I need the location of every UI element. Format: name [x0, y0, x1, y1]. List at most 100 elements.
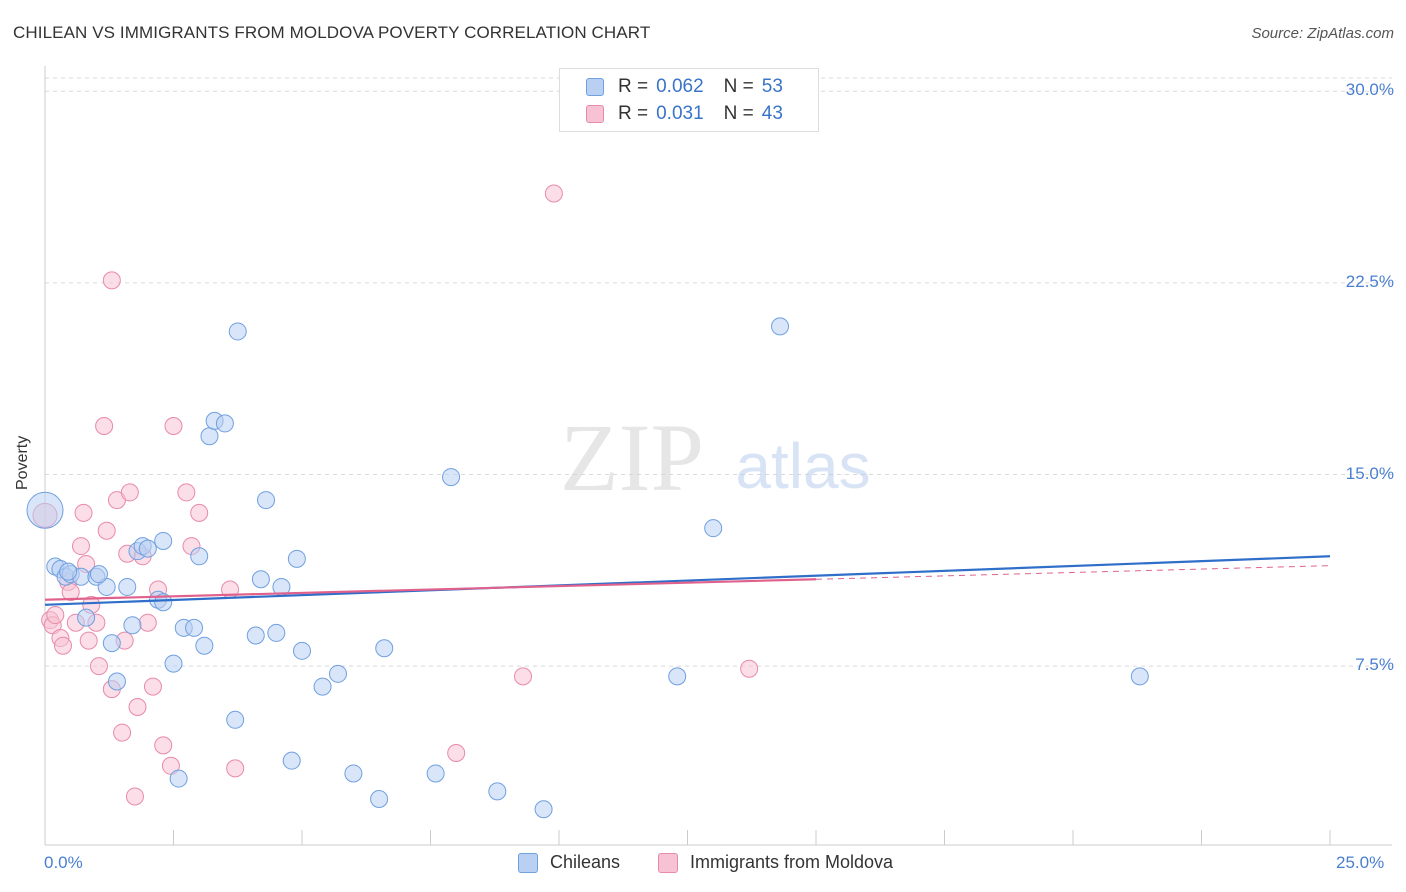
chileans-point — [77, 608, 96, 627]
bottom-legend-label-chileans: Chileans — [550, 852, 621, 872]
chileans-point — [102, 634, 121, 653]
moldova-point — [113, 723, 132, 742]
moldova-point — [514, 667, 533, 686]
chileans-point — [107, 672, 126, 691]
legend-row-moldova: R = 0.031 N = 43 — [586, 102, 783, 126]
moldova-point — [79, 631, 98, 650]
chileans-point — [1130, 667, 1149, 686]
moldova-point — [154, 736, 173, 755]
chileans-point — [313, 677, 332, 696]
legend-n-label: N = — [723, 103, 754, 124]
chileans-point — [200, 427, 219, 446]
y-tick-label: 15.0% — [1345, 463, 1394, 483]
moldova-point — [53, 636, 72, 655]
legend-n-value-chileans: 53 — [761, 76, 783, 97]
chileans-point — [488, 782, 507, 801]
stats-legend: R = 0.062 N = 53 R = 0.031 N = 43 — [559, 68, 819, 132]
chileans-point — [282, 751, 301, 770]
moldova-point — [71, 537, 90, 556]
moldova-point — [740, 659, 759, 678]
chileans-point — [89, 565, 108, 584]
chileans-point — [190, 547, 209, 566]
moldova-point — [46, 606, 65, 625]
legend-r-label: R = — [618, 76, 649, 97]
watermark-zip: ZIP — [560, 404, 704, 511]
moldova-point — [138, 613, 157, 632]
chileans-point — [293, 641, 311, 660]
chileans-point — [328, 664, 347, 683]
moldova-point — [177, 483, 196, 502]
chileans-point — [164, 654, 183, 673]
moldova-point — [447, 744, 466, 763]
bottom-legend-moldova: Immigrants from Moldova — [658, 852, 893, 873]
moldova-point — [97, 521, 116, 540]
bottom-legend-swatch-blue — [518, 852, 538, 873]
chileans-point — [154, 593, 173, 612]
moldova-point — [226, 759, 245, 778]
chileans-point — [771, 317, 790, 336]
chileans-point — [287, 549, 306, 568]
chileans-point — [344, 764, 363, 783]
chileans-point — [215, 414, 234, 433]
moldova-trend-line — [44, 578, 817, 601]
chileans-point — [426, 764, 445, 783]
legend-r-value-chileans: 0.062 — [656, 76, 704, 97]
moldova-point — [74, 503, 93, 522]
chileans-point — [228, 322, 247, 341]
legend-row-chileans: R = 0.062 N = 53 — [586, 75, 783, 99]
chileans-trend-line — [44, 555, 1331, 606]
chileans-point — [704, 519, 723, 538]
bottom-legend-swatch-pink — [658, 852, 678, 873]
chileans-point — [668, 667, 687, 686]
chileans-point — [185, 618, 204, 637]
source-label: Source: ZipAtlas.com — [1251, 25, 1394, 42]
chileans-point — [267, 623, 286, 642]
chart-title: CHILEAN VS IMMIGRANTS FROM MOLDOVA POVER… — [13, 23, 651, 42]
moldova-point — [102, 271, 121, 290]
moldova-point — [120, 483, 139, 502]
series-chileans-points — [26, 317, 1149, 819]
legend-n-value-moldova: 43 — [761, 103, 783, 124]
legend-r-value-moldova: 0.031 — [656, 103, 704, 124]
chileans-point — [534, 800, 553, 819]
moldova-point — [89, 657, 108, 676]
gridlines — [45, 77, 1392, 667]
y-tick-label: 7.5% — [1355, 655, 1394, 675]
moldova-trend-extension — [815, 565, 1331, 580]
x-tick-label-min: 0.0% — [44, 853, 83, 872]
chileans-point — [123, 616, 142, 635]
y-tick-label: 22.5% — [1345, 271, 1394, 291]
legend-swatch-pink — [586, 105, 604, 123]
chileans-point — [246, 626, 265, 645]
legend-swatch-blue — [586, 78, 604, 96]
x-tick-label-max: 25.0% — [1336, 853, 1385, 872]
bottom-legend-label-moldova: Immigrants from Moldova — [690, 852, 894, 872]
chileans-point — [195, 636, 214, 655]
bottom-legend-chileans: Chileans — [518, 852, 620, 873]
legend-r-label: R = — [618, 103, 649, 124]
moldova-point — [128, 698, 147, 717]
moldova-point — [544, 184, 563, 203]
chileans-point — [26, 491, 64, 529]
chileans-point — [257, 491, 276, 510]
moldova-point — [143, 677, 162, 696]
chileans-point — [251, 570, 270, 589]
chileans-point — [169, 769, 188, 788]
watermark-atlas: atlas — [735, 430, 870, 502]
moldova-point — [164, 416, 183, 435]
chileans-point — [138, 539, 157, 558]
trend-lines — [44, 555, 1331, 606]
legend-n-label: N = — [723, 76, 754, 97]
chileans-point — [370, 790, 389, 809]
axes — [44, 66, 1392, 846]
chileans-point — [442, 468, 461, 487]
chileans-point — [375, 639, 394, 658]
moldova-point — [125, 787, 144, 806]
chileans-point — [59, 562, 78, 581]
moldova-point — [95, 416, 114, 435]
moldova-point — [190, 503, 209, 522]
watermark: ZIP atlas — [560, 404, 871, 511]
chileans-point — [226, 710, 245, 729]
chileans-point — [154, 531, 173, 550]
